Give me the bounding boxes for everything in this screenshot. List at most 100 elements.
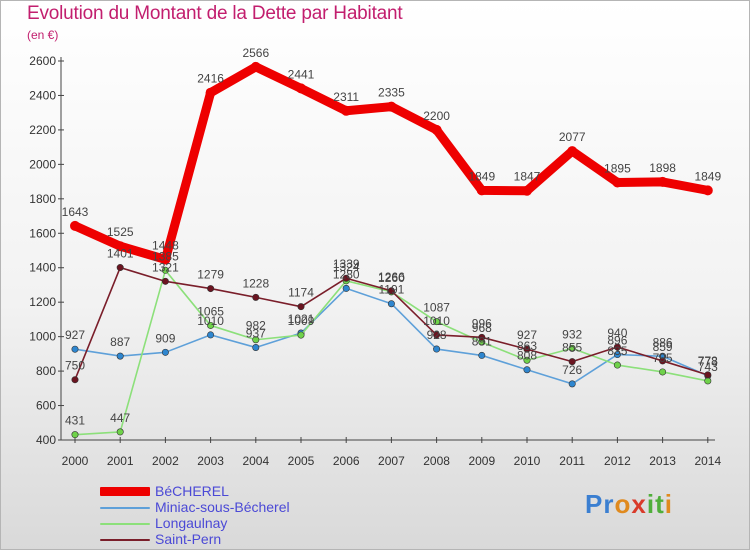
data-point (386, 101, 397, 112)
data-point (296, 83, 306, 94)
x-tick-label: 2012 (604, 454, 631, 468)
data-label: 1009 (288, 314, 315, 328)
data-label: 1010 (197, 314, 224, 328)
data-point (115, 241, 126, 252)
x-tick-label: 2010 (514, 454, 541, 468)
data-label: 1266 (378, 270, 405, 284)
data-point (342, 274, 350, 282)
data-label: 2335 (378, 86, 405, 100)
y-tick-label: 800 (36, 364, 56, 378)
data-point (71, 345, 79, 353)
x-tick-label: 2009 (468, 454, 495, 468)
data-point (478, 351, 486, 359)
data-label: 968 (472, 321, 492, 335)
data-label: 982 (246, 319, 266, 333)
data-label: 1010 (423, 314, 450, 328)
data-point (342, 284, 350, 292)
data-point (523, 366, 531, 374)
data-point (478, 333, 486, 341)
data-label: 1339 (333, 257, 360, 271)
data-label: 835 (607, 344, 627, 358)
x-tick-label: 2014 (694, 454, 721, 468)
logo-letter: o (614, 489, 632, 519)
x-tick-label: 2013 (649, 454, 676, 468)
data-label: 937 (246, 326, 266, 340)
x-tick-label: 2000 (62, 454, 89, 468)
data-point (659, 368, 667, 376)
logo-letter: r (603, 489, 615, 519)
x-tick-label: 2008 (423, 454, 450, 468)
data-label: 891 (472, 334, 492, 348)
data-point (567, 146, 578, 157)
logo-letter: P (585, 489, 604, 519)
data-label: 1448 (152, 238, 179, 252)
data-point (252, 293, 260, 301)
data-point (70, 220, 80, 231)
chart-title: Evolution du Montant de la Dette par Hab… (27, 3, 403, 24)
y-tick-label: 2600 (29, 54, 56, 68)
data-point (523, 356, 531, 364)
data-point (433, 345, 441, 353)
data-point (612, 177, 623, 188)
data-point (71, 376, 79, 384)
y-tick-label: 1000 (29, 330, 56, 344)
data-label: 773 (698, 355, 718, 369)
data-point (431, 124, 442, 135)
data-label: 1321 (152, 260, 179, 274)
x-tick-label: 2006 (333, 454, 360, 468)
x-tick-label: 2002 (152, 454, 179, 468)
data-label: 1260 (378, 271, 405, 285)
data-point (160, 254, 171, 265)
data-label: 1643 (62, 205, 89, 219)
data-label: 927 (65, 328, 85, 342)
data-point (433, 331, 441, 339)
data-point (613, 343, 621, 351)
y-tick-label: 1200 (29, 295, 56, 309)
data-point (161, 348, 169, 356)
data-point (252, 343, 260, 351)
y-tick-label: 2000 (29, 157, 56, 171)
data-label: 1087 (423, 301, 450, 315)
data-label: 2566 (242, 46, 269, 60)
data-label: 795 (653, 351, 673, 365)
data-point (297, 331, 305, 339)
data-label: 1847 (514, 170, 541, 184)
data-label: 1021 (288, 312, 315, 326)
data-point (568, 344, 576, 352)
data-label: 2416 (197, 72, 224, 86)
y-tick-label: 2400 (29, 88, 56, 102)
legend-swatch (100, 539, 150, 541)
data-label: 1849 (694, 169, 721, 183)
legend-label: Saint-Pern (155, 531, 222, 547)
y-tick-label: 600 (36, 399, 56, 413)
data-point (433, 318, 441, 326)
data-point (207, 285, 215, 293)
logo-letter: i (646, 489, 656, 519)
data-point (207, 331, 215, 339)
data-label: 996 (472, 316, 492, 330)
y-tick-label: 1600 (29, 226, 56, 240)
data-label: 859 (653, 340, 673, 354)
data-label: 928 (427, 328, 447, 342)
legend-label: Longaulnay (155, 515, 228, 531)
data-point (252, 336, 260, 344)
data-label: 1324 (333, 260, 360, 274)
data-point (387, 287, 395, 295)
logo-letter: t (655, 489, 665, 519)
x-tick-label: 2004 (242, 454, 269, 468)
data-point (657, 176, 668, 187)
y-tick-label: 1800 (29, 192, 56, 206)
x-tick-label: 2001 (107, 454, 134, 468)
x-tick-label: 2003 (197, 454, 224, 468)
data-point (704, 371, 712, 379)
data-label: 2441 (288, 67, 315, 81)
data-point (523, 345, 531, 353)
data-label: 1895 (604, 161, 631, 175)
data-point (341, 105, 352, 116)
x-tick-label: 2011 (559, 454, 585, 468)
data-label: 1174 (288, 286, 314, 300)
data-label: 2077 (559, 130, 586, 144)
data-label: 1525 (107, 225, 134, 239)
data-point (659, 357, 667, 365)
